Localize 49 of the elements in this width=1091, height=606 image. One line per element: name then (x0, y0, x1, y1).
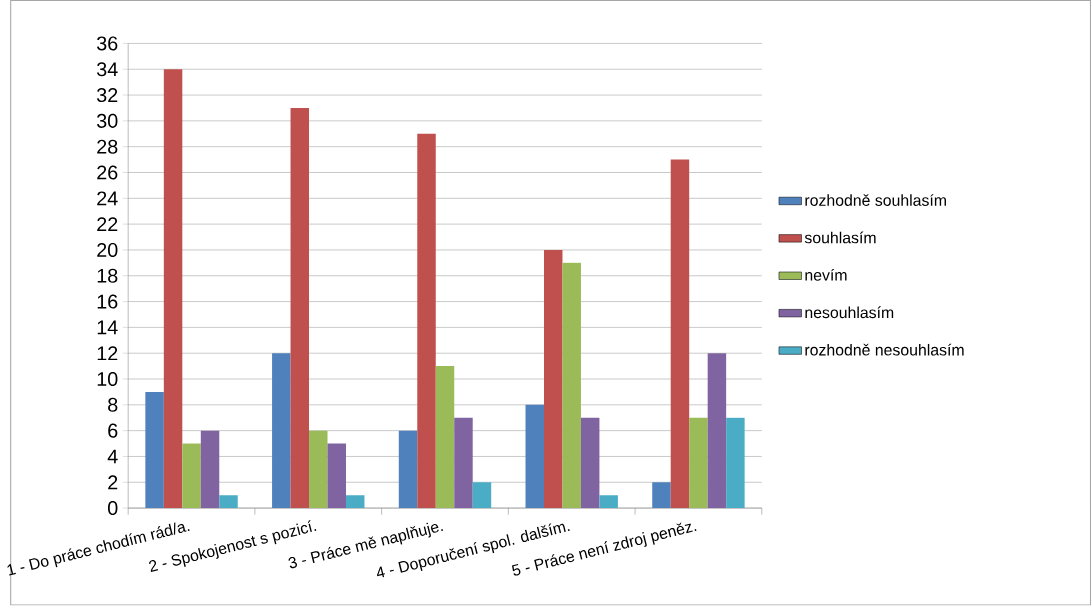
bar (290, 108, 310, 509)
y-tick-label: 10 (97, 372, 118, 387)
y-tick-label: 26 (97, 165, 118, 180)
bar (670, 159, 690, 509)
y-tick-label: 6 (108, 423, 118, 438)
y-tick-label: 16 (97, 294, 118, 309)
bar (398, 430, 418, 509)
legend-label: souhlasím (804, 231, 876, 244)
y-tick-label: 30 (96, 114, 118, 129)
legend-label: rozhodně souhlasím (805, 194, 946, 207)
bar (472, 482, 492, 509)
y-tick-label: 2 (108, 475, 118, 490)
bar (689, 417, 708, 509)
bar (219, 495, 238, 509)
bar (309, 430, 328, 509)
y-tick-label: 14 (97, 320, 118, 335)
y-tick-label: 24 (97, 191, 118, 206)
bar (599, 495, 618, 509)
y-tick-label: 12 (97, 346, 118, 361)
bar (435, 366, 455, 509)
y-tick-label: 18 (97, 268, 118, 283)
bar (543, 250, 563, 509)
bar (163, 69, 183, 509)
y-tick-label: 0 (108, 501, 118, 516)
bar (182, 443, 201, 509)
y-tick-label: 20 (97, 243, 118, 258)
bar (200, 430, 220, 509)
legend-label: nesouhlasím (805, 306, 894, 319)
bar (327, 443, 346, 509)
legend-label: rozhodně nesouhlasím (805, 343, 964, 356)
y-tick-label: 34 (96, 62, 118, 77)
bar (454, 417, 473, 509)
y-tick-label: 32 (96, 88, 118, 103)
y-tick-label: 4 (107, 449, 118, 464)
bar (345, 495, 365, 509)
bar (272, 353, 291, 509)
y-tick-label: 22 (97, 217, 118, 232)
bar (525, 405, 544, 509)
bar (726, 417, 745, 509)
bar (417, 133, 436, 509)
bar (652, 482, 671, 509)
bar (145, 392, 164, 509)
bar (562, 263, 581, 509)
y-tick-label: 36 (96, 36, 118, 51)
bar (580, 417, 600, 509)
y-tick-label: 8 (108, 398, 118, 413)
y-tick-label: 28 (97, 139, 118, 154)
legend-label: nevím (805, 269, 847, 281)
bar (707, 353, 727, 509)
